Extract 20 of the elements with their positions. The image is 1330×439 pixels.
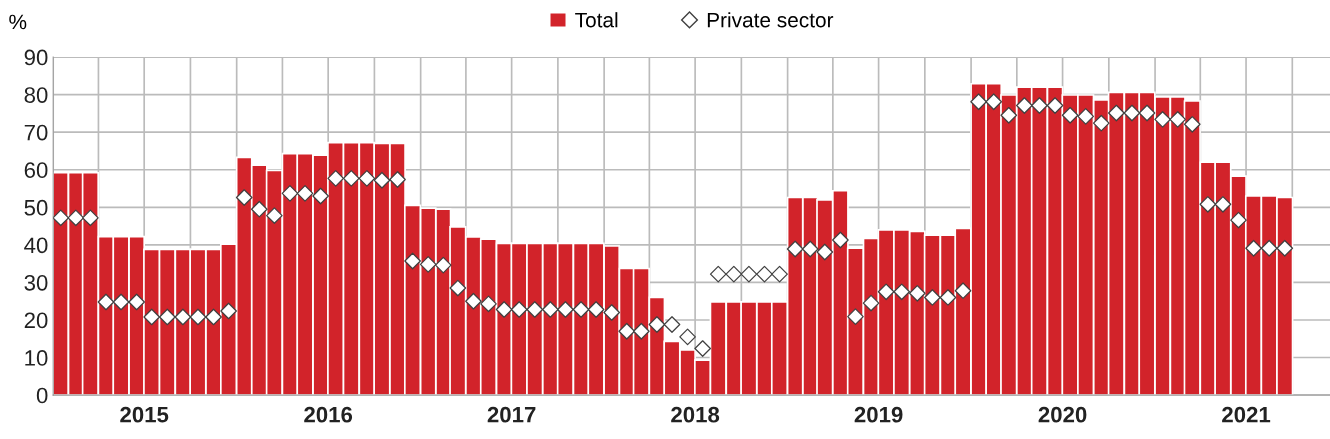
x-tick-label: 2019 (854, 406, 903, 423)
y-tick-label: 20 (24, 312, 48, 329)
legend-label: Private sector (707, 12, 834, 28)
x-tick-label: 2020 (1038, 406, 1087, 423)
y-tick-label: 50 (24, 199, 48, 216)
y-tick-label: 90 (24, 49, 48, 66)
x-tick-label: 2017 (487, 406, 536, 423)
x-tick-label: 2021 (1222, 406, 1271, 423)
y-tick-label: 40 (24, 237, 48, 254)
y-tick-label: 70 (24, 124, 48, 141)
y-tick-label: 80 (24, 87, 48, 103)
x-tick-label: 2015 (120, 406, 169, 423)
legend-label: Total (575, 12, 618, 28)
y-tick-label: 30 (24, 274, 48, 291)
x-tick-label: 2018 (671, 406, 720, 423)
y-tick-label: 10 (25, 350, 48, 366)
y-tick-label: 60 (24, 162, 48, 179)
x-tick-label: 2016 (304, 406, 353, 423)
y-tick-label: 0 (36, 387, 48, 404)
y-axis-title: % (9, 14, 27, 30)
